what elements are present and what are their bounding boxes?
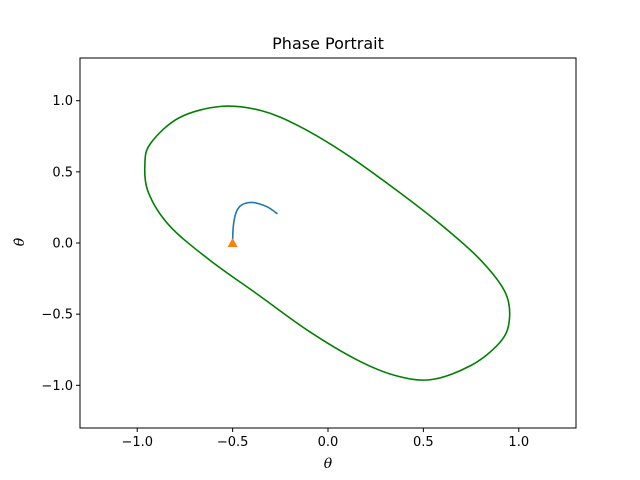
x-tick-label: −0.5 — [217, 435, 249, 450]
y-tick-label: 0.5 — [52, 165, 73, 180]
orbit-curve — [143, 105, 511, 381]
chart-title: Phase Portrait — [272, 34, 384, 53]
x-tick-label: 0.0 — [318, 435, 339, 450]
y-tick-label: 0.0 — [52, 237, 73, 252]
plot-frame — [79, 57, 577, 429]
y-axis: −1.0 −0.5 0.0 0.5 1.0 — [41, 94, 80, 394]
trajectory-line — [231, 201, 278, 244]
y-tick-label: −0.5 — [41, 308, 73, 323]
plot-area — [143, 105, 511, 381]
y-tick-label: −1.0 — [41, 379, 73, 394]
x-tick-label: 0.5 — [413, 435, 434, 450]
x-tick-label: −1.0 — [121, 435, 153, 450]
x-axis-label: θ — [324, 456, 333, 472]
x-axis: −1.0 −0.5 0.0 0.5 1.0 — [121, 428, 529, 450]
x-tick-label: 1.0 — [508, 435, 529, 450]
start-marker — [227, 238, 238, 247]
y-tick-label: 1.0 — [52, 94, 73, 109]
y-axis-label: θ̇ — [12, 237, 28, 246]
